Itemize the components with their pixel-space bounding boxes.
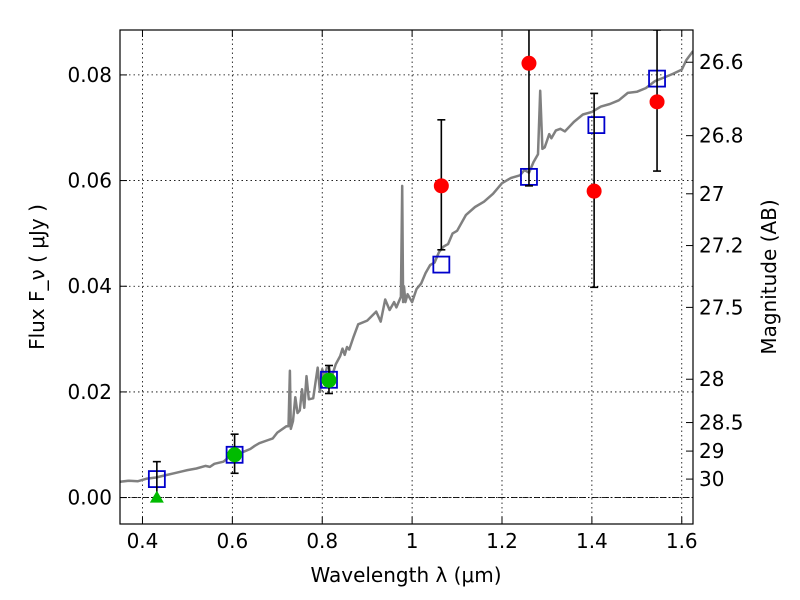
x-tick-label: 0.8	[306, 529, 338, 553]
tick-layer: 0.4 0.6 0.8 1 1.2 1.4 1.6 0.00 0.02 0.04 0.06 0.08 2…	[67, 30, 744, 553]
magnitude-tick-label: 29	[699, 439, 724, 463]
magnitude-tick-label: 28.5	[699, 411, 744, 435]
x-tick-label: 0.6	[216, 529, 248, 553]
detection-point	[433, 178, 449, 194]
detection-point	[227, 447, 243, 463]
magnitude-tick-label: 30	[699, 467, 724, 491]
x-tick-label: 1.2	[486, 529, 518, 553]
magnitude-tick-label: 28	[699, 367, 724, 391]
x-tick-label: 1	[406, 529, 419, 553]
magnitude-tick-label: 27.2	[699, 234, 744, 258]
magnitude-tick-label: 26.6	[699, 50, 744, 74]
y-tick-label: 0.06	[67, 169, 112, 193]
y-tick-label: 0.04	[67, 274, 112, 298]
x-tick-label: 1.4	[576, 529, 608, 553]
detection-point	[521, 55, 537, 71]
model-photometry-square	[587, 116, 606, 135]
magnitude-tick-label: 26.8	[699, 124, 744, 148]
y-tick-label: 0.08	[67, 63, 112, 87]
y-tick-label: 0.02	[67, 380, 112, 404]
x-tick-label: 1.6	[666, 529, 698, 553]
x-tick-label: 0.4	[127, 529, 159, 553]
spectrum-line	[120, 50, 693, 483]
plot-frame	[119, 29, 694, 525]
detection-point	[586, 183, 602, 199]
y-axis-label: Flux F_ν ( μJy )	[25, 204, 49, 350]
model-photometry-square	[432, 255, 451, 274]
magnitude-tick-label: 27	[699, 182, 724, 206]
y-axis-right-label: Magnitude (AB)	[757, 199, 781, 354]
y-tick-label: 0.00	[67, 486, 112, 510]
magnitude-tick-label: 27.5	[699, 295, 744, 319]
detection-point	[321, 372, 337, 388]
x-axis-label: Wavelength λ (μm)	[310, 563, 501, 587]
limit-triangle	[149, 490, 164, 503]
detection-point	[649, 94, 665, 110]
plot-layer	[120, 30, 693, 503]
